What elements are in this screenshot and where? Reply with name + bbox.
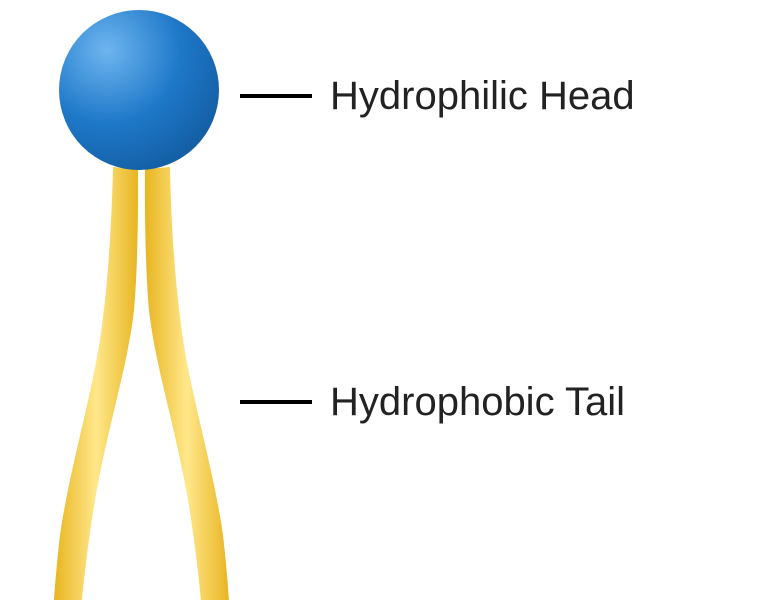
hydrophobic-tails	[40, 155, 240, 615]
pointer-line-head	[240, 94, 312, 98]
tail-left	[54, 167, 138, 600]
hydrophilic-head	[59, 10, 219, 170]
pointer-line-tail	[240, 400, 312, 404]
phospholipid-diagram: Hydrophilic Head Hydrophobic Tail	[0, 0, 784, 592]
label-hydrophobic-tail: Hydrophobic Tail	[330, 380, 625, 425]
tail-right	[145, 167, 229, 600]
label-hydrophilic-head: Hydrophilic Head	[330, 74, 635, 119]
